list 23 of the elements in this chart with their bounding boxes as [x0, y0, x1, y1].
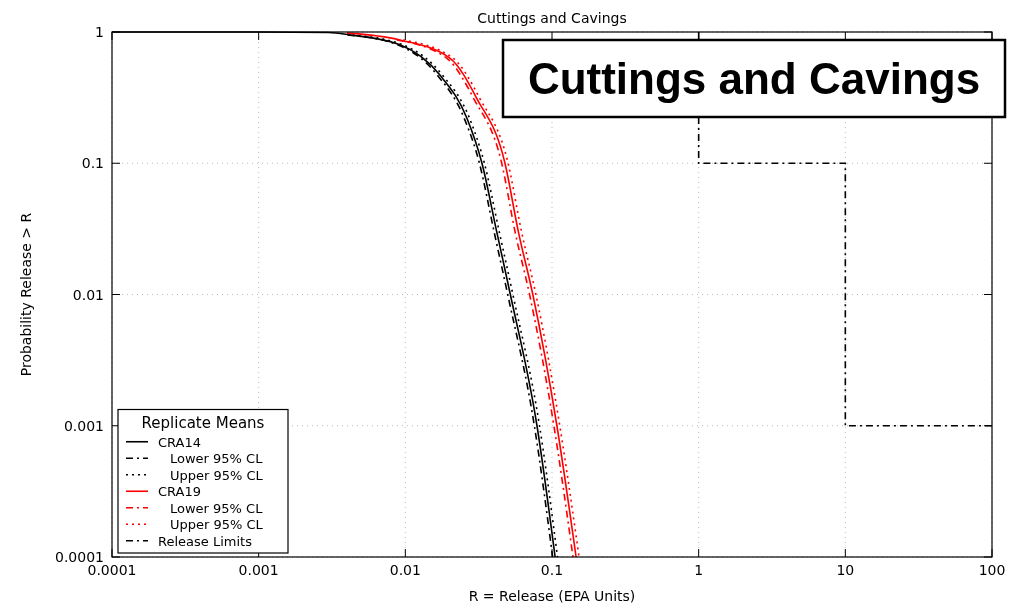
- annotation: Cuttings and Cavings: [527, 54, 981, 103]
- x-tick-label: 0.001: [238, 562, 279, 578]
- legend-label: Release Limits: [158, 533, 253, 549]
- x-tick-label: 100: [978, 562, 1006, 578]
- y-tick-label: 0.0001: [55, 549, 104, 565]
- x-tick-label: 10: [836, 562, 855, 578]
- x-tick-label: 0.01: [389, 562, 421, 578]
- chart-title: Cuttings and Cavings: [477, 10, 627, 26]
- legend-label: Upper 95% CL: [170, 517, 264, 533]
- legend-title: Replicate Means: [141, 413, 265, 432]
- legend-label: CRA14: [158, 434, 202, 450]
- y-tick-label: 0.01: [72, 286, 104, 303]
- y-axis-title: Probability Release > R: [18, 212, 34, 377]
- y-tick-label: 1: [95, 24, 104, 40]
- y-tick-label: 0.001: [63, 417, 104, 434]
- x-axis-title: R = Release (EPA Units): [468, 588, 636, 604]
- legend-label: Lower 95% CL: [170, 500, 264, 516]
- legend-label: Lower 95% CL: [170, 451, 264, 467]
- legend-label: CRA19: [158, 484, 202, 500]
- x-tick-label: 0.1: [540, 562, 564, 578]
- y-tick-label: 0.1: [81, 155, 104, 172]
- legend-label: Upper 95% CL: [170, 467, 264, 483]
- x-tick-label: 1: [694, 562, 704, 578]
